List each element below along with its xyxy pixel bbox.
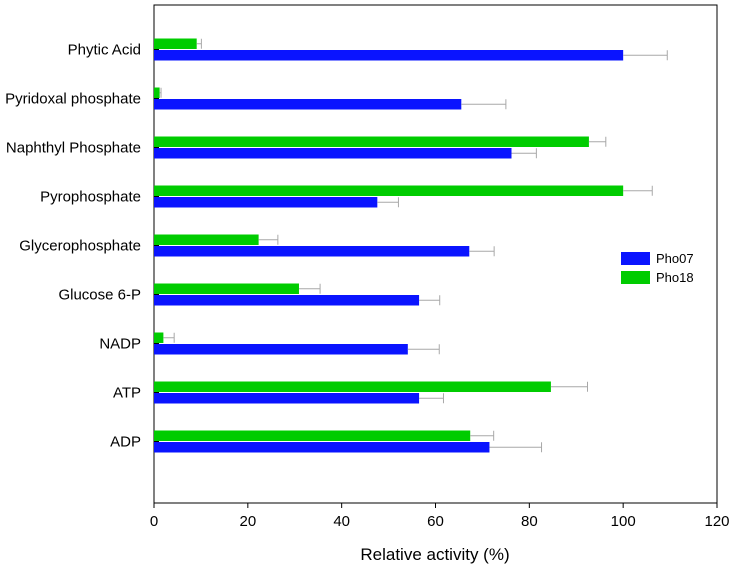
- category-label-5: Glucose 6-P: [58, 287, 141, 304]
- category-label-7: ATP: [113, 385, 141, 402]
- bar-pho18-2: [154, 136, 589, 147]
- bar-pho18-6: [154, 332, 164, 343]
- x-tick-label-1: 20: [239, 513, 256, 530]
- category-label-3: Pyrophosphate: [40, 189, 141, 206]
- bar-pho18-8: [154, 430, 471, 441]
- legend-label-pho07: Pho07: [656, 251, 694, 266]
- bar-pho18-1: [154, 87, 160, 98]
- bar-pho07-5: [154, 295, 420, 306]
- bar-pho07-2: [154, 148, 512, 159]
- x-tick-label-2: 40: [333, 513, 350, 530]
- bar-pho07-1: [154, 99, 462, 110]
- category-label-1: Pyridoxal phosphate: [5, 91, 141, 108]
- x-tick-label-5: 100: [611, 513, 636, 530]
- x-tick-label-4: 80: [521, 513, 538, 530]
- category-label-4: Glycerophosphate: [19, 238, 141, 255]
- x-tick-label-6: 120: [704, 513, 729, 530]
- bars-layer: [154, 38, 624, 453]
- category-label-6: NADP: [99, 336, 141, 353]
- category-label-2: Naphthyl Phosphate: [6, 140, 141, 157]
- bar-pho18-0: [154, 38, 197, 49]
- category-label-0: Phytic Acid: [68, 42, 141, 59]
- x-tick-label-0: 0: [150, 513, 158, 530]
- bar-pho07-6: [154, 344, 408, 355]
- bar-pho07-0: [154, 50, 624, 61]
- category-label-8: ADP: [110, 434, 141, 451]
- bar-pho07-3: [154, 197, 378, 208]
- legend-label-pho18: Pho18: [656, 270, 694, 285]
- bar-pho07-8: [154, 442, 490, 453]
- bar-pho07-7: [154, 393, 420, 404]
- bar-pho18-3: [154, 185, 624, 196]
- x-tick-label-3: 60: [427, 513, 444, 530]
- bar-pho18-5: [154, 283, 299, 294]
- error-bars-layer: [159, 38, 668, 453]
- legend: Pho07 Pho18: [621, 251, 694, 285]
- x-axis: 0 20 40 60 80 100 120: [150, 503, 730, 530]
- bar-pho07-4: [154, 246, 470, 257]
- bar-pho18-7: [154, 381, 551, 392]
- legend-swatch-pho18: [621, 271, 650, 284]
- y-axis: Phytic Acid Pyridoxal phosphate Naphthyl P…: [5, 42, 159, 451]
- bar-pho18-4: [154, 234, 259, 245]
- legend-swatch-pho07: [621, 252, 650, 265]
- x-axis-title: Relative activity (%): [360, 545, 509, 564]
